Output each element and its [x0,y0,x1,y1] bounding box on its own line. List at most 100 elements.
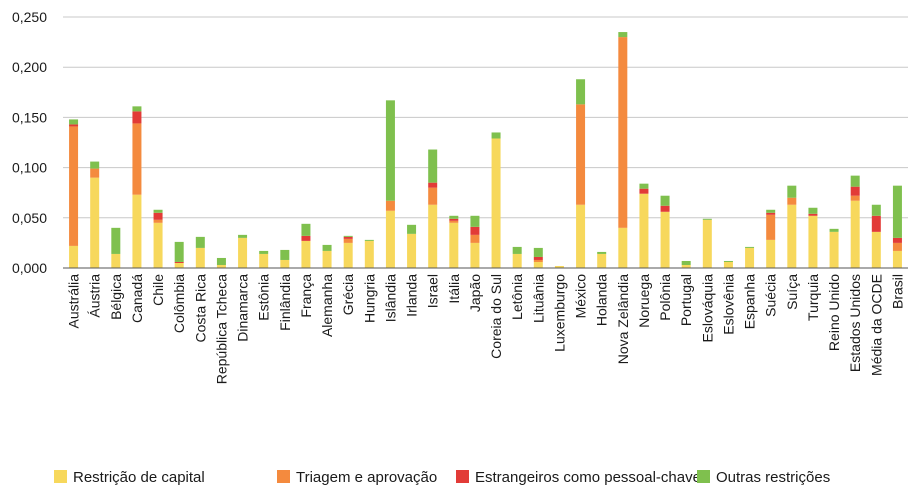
x-tick-label: México [573,274,589,319]
bar-segment [576,204,586,268]
bar-segment [301,240,311,268]
y-axis-ticks: 0,000 0,050 0,100 0,150 0,200 0,250 [12,9,47,276]
x-tick-label: Austrália [66,274,82,329]
bar-segment [238,234,248,238]
bar-segment [259,253,269,268]
legend: Restrição de capital Triagem e aprovação E… [54,469,830,486]
x-tick-label: Islândia [382,274,398,322]
legend-label: Estrangeiros como pessoal-chave [475,469,701,486]
bar-segment [449,218,459,221]
bar-segment [385,200,395,211]
bar-segment [766,214,776,240]
bar-segment [428,187,438,205]
bar-segment [449,215,459,219]
bar-segment [702,218,712,220]
legend-label: Triagem e aprovação [296,469,437,486]
bar-segment [470,215,480,227]
bar-segment [428,204,438,268]
bar-segment [69,124,79,127]
bar-segment [322,244,332,251]
bar-segment [238,237,248,268]
bar-segment [723,261,733,268]
x-tick-label: Israel [425,274,441,308]
y-tick-label: 0,250 [12,9,47,25]
x-tick-label: Colômbia [171,274,187,333]
bar-segment [491,138,501,268]
bar-segment [428,149,438,183]
bar-segment [660,205,670,212]
bar-segment [576,104,586,205]
x-tick-label: Estados Unidos [847,274,863,372]
bar-segment [533,259,543,262]
x-tick-label: Grécia [340,274,356,315]
bar-segment [132,123,142,195]
bar-segment [512,246,522,254]
bar-segment [702,219,712,268]
x-tick-label: Estônia [256,274,272,321]
x-axis-ticks: Austrália Áustria Bélgica Canadá Chile Colômb… [66,274,906,384]
bar-segment [449,222,459,268]
bar-segment [90,161,100,169]
bar-segment [153,219,163,223]
legend-label: Outras restrições [716,469,830,486]
x-tick-label: Média da OCDE [868,274,884,376]
x-tick-label: Espanha [742,274,758,329]
x-tick-label: Eslováquia [699,274,715,343]
x-tick-label: Japão [467,274,483,312]
bar-segment [871,231,881,268]
bar-segment [554,265,564,268]
x-tick-label: Coreia do Sul [488,274,504,359]
x-tick-label: Brasil [889,274,905,309]
legend-swatch [697,470,710,483]
y-tick-label: 0,200 [12,59,47,75]
bar-segment [892,250,902,268]
bar-segment [449,220,459,223]
bar-segment [597,251,607,254]
x-tick-label: Nova Zelândia [615,274,631,364]
bar-segment [597,253,607,268]
x-tick-label: França [298,274,314,318]
x-tick-label: Noruega [636,274,652,328]
x-tick-label: Letônia [509,274,525,320]
bar-segment [681,264,691,268]
bar-segment [871,204,881,216]
bar-segment [660,195,670,206]
bar-segment [766,239,776,268]
bar-segment [829,228,839,232]
bar-segment [660,211,670,268]
x-tick-label: Lituânia [530,274,546,323]
bar-segment [428,182,438,188]
bar-segment [216,257,226,265]
bar-segment [533,261,543,268]
bar-segment [618,37,628,228]
bar-segment [280,259,290,268]
bar-segment [69,119,79,125]
y-tick-label: 0,150 [12,109,47,125]
bar-segment [216,264,226,268]
bar-segment [639,193,649,268]
x-tick-label: Eslovênia [720,274,736,335]
gridlines [63,16,908,219]
bar-segment [766,209,776,213]
legend-label: Restrição de capital [73,469,205,486]
bar-segment [787,204,797,268]
x-tick-label: Hungria [361,274,377,323]
bar-segment [132,194,142,268]
bar-segment [407,224,417,234]
bar-segment [174,261,184,263]
bar-segment [364,239,374,241]
bar-segment [533,247,543,257]
legend-swatch [54,470,67,483]
bar-segment [892,185,902,238]
bar-segment [512,253,522,268]
bar-segment [111,253,121,268]
bar-segment [829,231,839,268]
bar-segment [470,234,480,243]
bar-segment [385,100,395,201]
bar-segment [787,185,797,198]
x-tick-label: Reino Unido [826,274,842,351]
bar-segment [174,241,184,262]
bar-segment [69,126,79,246]
legend-swatch [277,470,290,483]
bar-segment [195,236,205,248]
